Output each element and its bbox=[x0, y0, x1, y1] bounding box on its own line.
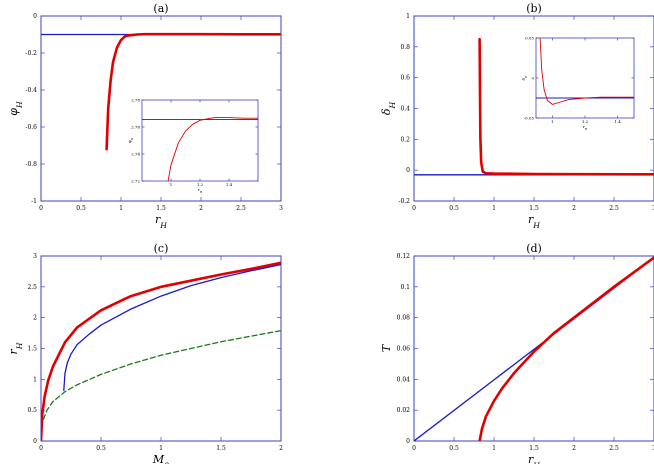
panel-xtick-label-3: 2.5 bbox=[609, 445, 619, 452]
panel-xtick-label-3: 1 bbox=[492, 445, 496, 452]
panel-xtick-label-0: 2 bbox=[199, 205, 203, 212]
panel-ytick-label-3: 0.1 bbox=[400, 284, 410, 291]
panel-title-0: (a) bbox=[153, 2, 168, 15]
y-axis-label-3: T bbox=[380, 343, 393, 352]
inset-xtick-label-0: 1.2 bbox=[197, 182, 204, 187]
panel-ytick-label-0: 0 bbox=[33, 13, 37, 20]
inset-ytick-label-0: 2.78 bbox=[131, 98, 140, 103]
x-axis-label-2: M0 bbox=[152, 453, 169, 464]
inset-ytick-label-0: 2.74 bbox=[131, 152, 140, 157]
x-axis-label-3: rH bbox=[528, 453, 540, 464]
inset-xtick-label-1: 1.4 bbox=[614, 119, 621, 124]
inset-ytick-label-0: 2.72 bbox=[131, 179, 140, 184]
panel-ytick-label-2: 2.5 bbox=[27, 284, 37, 291]
panel-xtick-label-0: 0.5 bbox=[76, 205, 86, 212]
panel-series-green-line-2-2 bbox=[42, 329, 281, 421]
panel-xtick-label-0: 3 bbox=[279, 205, 283, 212]
panel-xtick-label-2: 0 bbox=[39, 445, 43, 452]
panel-frame-2 bbox=[40, 255, 282, 442]
panel-ytick-label-2: 1 bbox=[33, 376, 37, 383]
panel-xtick-label-0: 2.5 bbox=[236, 205, 246, 212]
panel-xtick-label-1: 0 bbox=[412, 205, 416, 212]
panel-title-3: (d) bbox=[526, 242, 542, 255]
panel-ytick-label-1: 0 bbox=[406, 167, 410, 174]
panel-series-red-line-3-1 bbox=[478, 256, 654, 441]
panel-xtick-label-1: 2 bbox=[572, 205, 576, 212]
y-axis-label-0: φH bbox=[7, 101, 24, 116]
panel-ytick-label-1: 1 bbox=[406, 13, 410, 20]
panel-ytick-label-1: 0.4 bbox=[400, 106, 410, 113]
panel-xtick-label-3: 2 bbox=[572, 445, 576, 452]
panel-xtick-label-1: 3 bbox=[652, 205, 654, 212]
inset-xtick-label-1: 1.2 bbox=[582, 119, 589, 124]
panel-ytick-label-2: 3 bbox=[33, 253, 37, 260]
panel-xtick-label-0: 1 bbox=[119, 205, 123, 212]
panel-xtick-label-3: 3 bbox=[652, 445, 654, 452]
panel-ytick-label-1: 0.2 bbox=[400, 136, 410, 143]
panel-xtick-label-3: 0.5 bbox=[449, 445, 459, 452]
inset-x-axis-label-0: rH bbox=[198, 187, 203, 194]
panel-ytick-label-1: 0.8 bbox=[400, 44, 410, 51]
panel-xtick-label-3: 0 bbox=[412, 445, 416, 452]
panel-xtick-label-0: 1.5 bbox=[156, 205, 166, 212]
panel-ytick-label-0: -0.8 bbox=[25, 161, 37, 168]
panel-ytick-label-2: 0.5 bbox=[27, 407, 37, 414]
panel-ytick-label-1: -0.2 bbox=[398, 198, 410, 205]
panel-xtick-label-1: 2.5 bbox=[609, 205, 619, 212]
panel-xtick-label-1: 1.5 bbox=[529, 205, 539, 212]
inset-xtick-label-0: 1.4 bbox=[226, 182, 233, 187]
panel-xtick-label-2: 0.5 bbox=[96, 445, 106, 452]
panel-ytick-label-3: 0.04 bbox=[397, 376, 411, 383]
inset-x-axis-label-1: rH bbox=[583, 124, 588, 131]
panel-ytick-label-2: 0 bbox=[33, 438, 37, 445]
y-axis-label-2: rH bbox=[7, 342, 24, 354]
inset-y-axis-label-0: φH bbox=[127, 137, 134, 143]
panel-title-1: (b) bbox=[526, 2, 542, 15]
panel-ytick-label-3: 0 bbox=[406, 438, 410, 445]
inset-ytick-label-1: 0 bbox=[531, 76, 534, 81]
panel-xtick-label-1: 1 bbox=[492, 205, 496, 212]
panel-ytick-label-0: -0.6 bbox=[25, 124, 37, 131]
inset-bg-1 bbox=[536, 38, 634, 118]
panel-ytick-label-1: 0.6 bbox=[400, 75, 410, 82]
panel-ytick-label-2: 2 bbox=[33, 315, 37, 322]
y-axis-label-1: δH bbox=[380, 102, 397, 116]
inset-series-red-line-0-1 bbox=[167, 117, 258, 181]
inset-xtick-label-1: 1 bbox=[551, 119, 554, 124]
inset-ytick-label-1: 0.05 bbox=[525, 36, 534, 41]
panel-ytick-label-0: -1 bbox=[31, 198, 37, 205]
panel-xtick-label-2: 2 bbox=[279, 445, 283, 452]
panel-xtick-label-2: 1.5 bbox=[216, 445, 226, 452]
panel-ytick-label-0: -0.2 bbox=[25, 50, 37, 57]
panel-ytick-label-3: 0.02 bbox=[397, 407, 411, 414]
panel-series-red-line-1-1 bbox=[478, 37, 654, 176]
panel-xtick-label-2: 1 bbox=[159, 445, 163, 452]
inset-y-axis-label-1: δH bbox=[521, 75, 528, 80]
panel-series-red-line-0-1 bbox=[105, 32, 281, 151]
panel-series-blue-line-2-1 bbox=[63, 263, 281, 392]
panel-ytick-label-3: 0.12 bbox=[397, 253, 411, 260]
panel-xtick-label-0: 0 bbox=[39, 205, 43, 212]
panel-ytick-label-3: 0.06 bbox=[397, 346, 411, 353]
panel-ytick-label-0: -0.4 bbox=[25, 87, 37, 94]
inset-series-red-line-1-1 bbox=[539, 38, 634, 105]
panel-ytick-label-2: 1.5 bbox=[27, 346, 37, 353]
inset-xtick-label-0: 1 bbox=[170, 182, 173, 187]
panel-series-red-line-2-0 bbox=[41, 261, 281, 441]
panel-xtick-label-3: 1.5 bbox=[529, 445, 539, 452]
x-axis-label-1: rH bbox=[528, 213, 540, 230]
inset-ytick-label-1: -0.05 bbox=[524, 116, 535, 121]
panel-ytick-label-3: 0.08 bbox=[397, 315, 411, 322]
inset-ytick-label-0: 2.76 bbox=[131, 125, 140, 130]
panel-title-2: (c) bbox=[154, 242, 169, 255]
inset-bg-0 bbox=[142, 100, 258, 181]
x-axis-label-0: rH bbox=[155, 213, 167, 230]
panel-xtick-label-1: 0.5 bbox=[449, 205, 459, 212]
